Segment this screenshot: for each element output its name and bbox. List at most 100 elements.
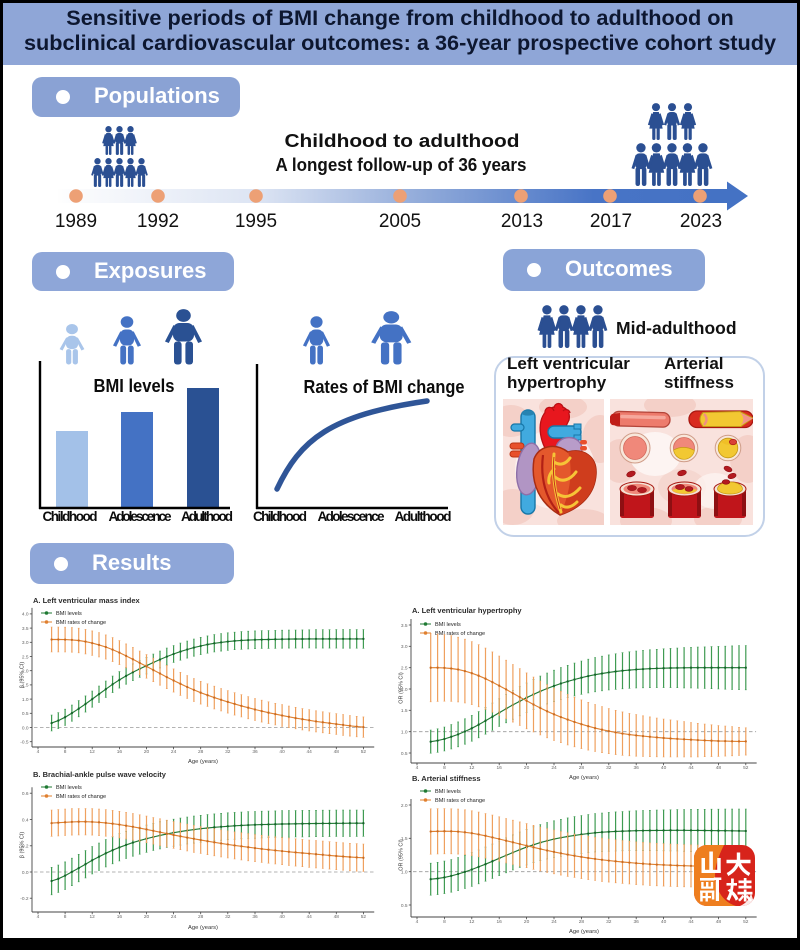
svg-text:48: 48 (334, 749, 340, 755)
svg-text:4: 4 (416, 765, 419, 771)
svg-text:36: 36 (252, 914, 258, 920)
svg-text:Adolescence: Adolescence (109, 509, 172, 524)
svg-text:32: 32 (606, 919, 612, 925)
svg-text:Adulthood: Adulthood (181, 509, 233, 524)
svg-text:4.0: 4.0 (22, 612, 29, 618)
svg-text:40: 40 (279, 914, 285, 920)
svg-text:BMI levels: BMI levels (435, 789, 461, 795)
svg-text:24: 24 (551, 919, 557, 925)
svg-text:28: 28 (579, 919, 585, 925)
svg-text:2023: 2023 (680, 211, 722, 232)
svg-text:Childhood to adulthood: Childhood to adulthood (285, 131, 520, 151)
svg-text:4: 4 (37, 749, 40, 755)
svg-text:36: 36 (252, 749, 258, 755)
svg-text:2.0: 2.0 (401, 687, 408, 693)
svg-text:16: 16 (497, 765, 503, 771)
svg-text:OR (95% CI): OR (95% CI) (399, 672, 405, 704)
svg-text:52: 52 (743, 765, 749, 771)
svg-text:12: 12 (469, 765, 475, 771)
svg-text:44: 44 (688, 765, 694, 771)
svg-text:2017: 2017 (590, 211, 632, 232)
svg-text:28: 28 (579, 765, 585, 771)
svg-text:2.5: 2.5 (22, 654, 29, 660)
svg-text:BMI levels: BMI levels (94, 376, 175, 396)
svg-text:0.6: 0.6 (22, 791, 29, 797)
svg-text:52: 52 (361, 749, 367, 755)
svg-text:1.5: 1.5 (401, 836, 408, 842)
svg-text:48: 48 (334, 914, 340, 920)
svg-text:44: 44 (307, 914, 313, 920)
svg-text:40: 40 (279, 749, 285, 755)
svg-text:Adulthood: Adulthood (395, 509, 452, 524)
svg-text:24: 24 (551, 765, 557, 771)
svg-text:28: 28 (198, 914, 204, 920)
svg-text:12: 12 (469, 919, 475, 925)
svg-text:β (95% CI): β (95% CI) (20, 662, 26, 689)
svg-text:1.0: 1.0 (22, 697, 29, 703)
svg-text:20: 20 (524, 919, 530, 925)
svg-text:Rates of BMI change: Rates of BMI change (304, 377, 465, 397)
svg-text:BMI levels: BMI levels (56, 785, 82, 791)
svg-text:BMI levels: BMI levels (56, 611, 82, 617)
svg-text:-0.2: -0.2 (20, 896, 29, 902)
svg-text:2013: 2013 (501, 211, 543, 232)
svg-text:24: 24 (171, 749, 177, 755)
svg-text:OR (95% CI): OR (95% CI) (399, 839, 405, 871)
svg-text:4: 4 (37, 914, 40, 920)
svg-text:16: 16 (497, 919, 503, 925)
svg-text:2005: 2005 (379, 211, 421, 232)
svg-text:β (95% CI): β (95% CI) (20, 832, 26, 859)
svg-text:24: 24 (171, 914, 177, 920)
svg-text:0.5: 0.5 (401, 903, 408, 909)
svg-text:12: 12 (90, 749, 96, 755)
svg-text:1.5: 1.5 (22, 683, 29, 689)
svg-text:BMI levels: BMI levels (435, 622, 461, 628)
svg-text:A. Left ventricular mass index: A. Left ventricular mass index (33, 596, 141, 605)
svg-text:0.2: 0.2 (22, 844, 29, 850)
svg-text:48: 48 (716, 765, 722, 771)
svg-text:2.0: 2.0 (22, 669, 29, 675)
svg-text:20: 20 (524, 765, 530, 771)
svg-text:BMI rates of change: BMI rates of change (56, 794, 106, 800)
svg-text:Age (years): Age (years) (569, 775, 599, 781)
svg-text:0.0: 0.0 (22, 870, 29, 876)
svg-text:BMI rates of change: BMI rates of change (56, 620, 106, 626)
svg-text:2.5: 2.5 (401, 666, 408, 672)
svg-text:36: 36 (634, 765, 640, 771)
svg-text:0.5: 0.5 (401, 751, 408, 757)
svg-text:3.5: 3.5 (401, 623, 408, 629)
svg-text:0.5: 0.5 (22, 711, 29, 717)
svg-text:3.0: 3.0 (401, 644, 408, 650)
svg-text:B. Arterial stiffness: B. Arterial stiffness (412, 774, 481, 783)
svg-text:Childhood: Childhood (253, 509, 307, 524)
svg-text:2.0: 2.0 (401, 803, 408, 809)
svg-text:1995: 1995 (235, 211, 277, 232)
svg-text:20: 20 (144, 914, 150, 920)
svg-text:16: 16 (117, 749, 123, 755)
svg-text:52: 52 (743, 919, 749, 925)
svg-text:A longest follow-up of 36 year: A longest follow-up of 36 years (276, 155, 527, 175)
svg-text:32: 32 (225, 749, 231, 755)
svg-text:40: 40 (661, 919, 667, 925)
svg-text:28: 28 (198, 749, 204, 755)
svg-text:44: 44 (307, 749, 313, 755)
svg-text:Age (years): Age (years) (569, 929, 599, 935)
svg-text:32: 32 (606, 765, 612, 771)
svg-text:40: 40 (661, 765, 667, 771)
svg-text:16: 16 (117, 914, 123, 920)
svg-text:4: 4 (416, 919, 419, 925)
svg-text:Age (years): Age (years) (188, 759, 218, 765)
svg-text:B. Brachial-ankle pulse wave v: B. Brachial-ankle pulse wave velocity (33, 770, 167, 779)
svg-text:52: 52 (361, 914, 367, 920)
svg-text:1.0: 1.0 (401, 730, 408, 736)
svg-text:8: 8 (443, 919, 446, 925)
svg-text:BMI rates of change: BMI rates of change (435, 631, 485, 637)
svg-text:8: 8 (64, 914, 67, 920)
svg-text:1.5: 1.5 (401, 708, 408, 714)
svg-text:1992: 1992 (137, 211, 179, 232)
svg-text:Adolescence: Adolescence (318, 509, 385, 524)
svg-text:3.5: 3.5 (22, 626, 29, 632)
svg-text:BMI rates of change: BMI rates of change (435, 798, 485, 804)
svg-text:1.0: 1.0 (401, 870, 408, 876)
svg-text:8: 8 (443, 765, 446, 771)
